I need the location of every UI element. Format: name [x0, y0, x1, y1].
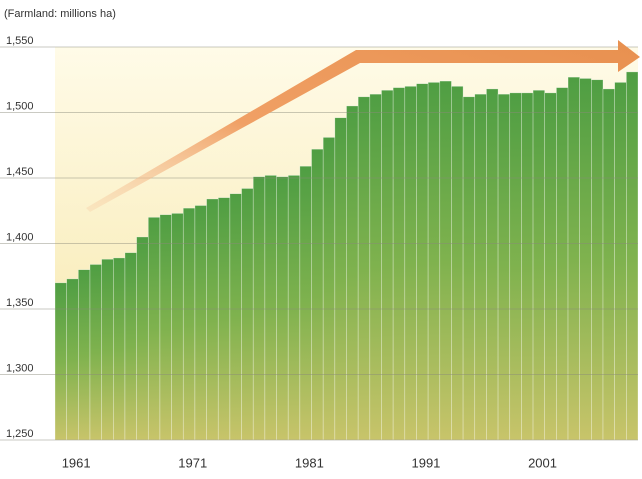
bar	[521, 93, 533, 440]
bar	[416, 84, 428, 440]
x-tick-label: 1971	[178, 455, 207, 470]
bar	[580, 78, 592, 440]
bar	[626, 72, 638, 440]
bar	[265, 175, 277, 440]
bar	[323, 137, 335, 440]
bar	[300, 166, 312, 440]
bar	[486, 89, 498, 440]
bar	[90, 264, 102, 440]
bar	[148, 217, 160, 440]
x-tick-label: 1961	[62, 455, 91, 470]
bar	[393, 88, 405, 440]
bar	[381, 90, 393, 440]
bar	[230, 194, 242, 440]
bar	[347, 106, 359, 440]
bar	[463, 97, 475, 440]
bar	[55, 283, 67, 440]
bar	[358, 97, 370, 440]
y-tick-label: 1,250	[6, 428, 34, 440]
bar	[603, 89, 615, 440]
y-tick-label: 1,350	[6, 297, 34, 309]
bar	[102, 259, 114, 440]
bar	[277, 177, 289, 440]
bar	[568, 77, 580, 440]
bar	[498, 94, 510, 440]
y-tick-label: 1,400	[6, 231, 34, 243]
x-tick-label: 1991	[411, 455, 440, 470]
x-tick-label: 1981	[295, 455, 324, 470]
bar	[125, 253, 137, 440]
bar	[67, 279, 79, 440]
bar	[475, 94, 487, 440]
y-tick-label: 1,500	[6, 100, 34, 112]
bar	[137, 237, 149, 440]
bar	[615, 82, 627, 440]
bar	[160, 215, 172, 440]
bar	[195, 206, 207, 440]
y-tick-label: 1,300	[6, 362, 34, 374]
bar	[207, 199, 219, 440]
bar	[172, 213, 184, 440]
bar	[510, 93, 522, 440]
bar	[113, 258, 125, 440]
chart: (Farmland: millions ha) 1,250 1,300 1,350 1…	[0, 0, 642, 474]
bar	[242, 188, 254, 440]
bar	[428, 82, 440, 440]
bar	[312, 149, 324, 440]
bar	[370, 94, 382, 440]
bar	[533, 90, 545, 440]
bar	[556, 88, 568, 440]
axis-title: (Farmland: millions ha)	[4, 8, 116, 20]
bar	[591, 80, 603, 440]
bar	[451, 86, 463, 440]
y-tick-label: 1,450	[6, 166, 34, 178]
bar	[183, 208, 195, 440]
x-tick-label: 2001	[528, 455, 557, 470]
bar	[253, 177, 265, 440]
bar	[545, 93, 557, 440]
bar	[288, 175, 300, 440]
bar	[218, 198, 230, 440]
bar	[440, 81, 452, 440]
bar	[335, 118, 347, 440]
bar	[78, 270, 90, 440]
y-tick-label: 1,550	[6, 35, 34, 47]
bar	[405, 86, 417, 440]
